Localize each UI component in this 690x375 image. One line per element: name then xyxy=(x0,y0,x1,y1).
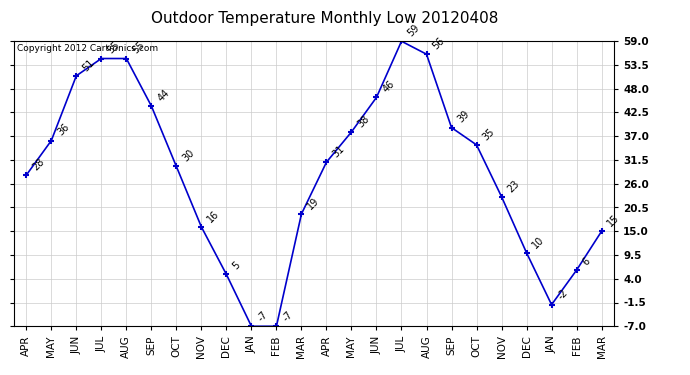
Text: -7: -7 xyxy=(255,309,270,324)
Text: 16: 16 xyxy=(206,209,221,224)
Text: 6: 6 xyxy=(581,256,592,267)
Text: 38: 38 xyxy=(355,113,371,129)
Text: 51: 51 xyxy=(81,57,97,73)
Text: 10: 10 xyxy=(531,234,546,250)
Text: 19: 19 xyxy=(306,195,322,211)
Text: 56: 56 xyxy=(431,36,446,51)
Text: -2: -2 xyxy=(555,288,570,302)
Text: 30: 30 xyxy=(181,148,196,164)
Text: 44: 44 xyxy=(155,87,171,103)
Text: 35: 35 xyxy=(481,126,497,142)
Text: 46: 46 xyxy=(381,79,396,94)
Text: 23: 23 xyxy=(506,178,522,194)
Text: 55: 55 xyxy=(130,40,146,56)
Text: 55: 55 xyxy=(106,40,121,56)
Text: 31: 31 xyxy=(331,144,346,159)
Text: 28: 28 xyxy=(30,156,46,172)
Text: 39: 39 xyxy=(455,109,471,125)
Text: 36: 36 xyxy=(55,122,71,138)
Text: Copyright 2012 Cartronics.com: Copyright 2012 Cartronics.com xyxy=(17,44,158,53)
Text: 15: 15 xyxy=(606,213,622,228)
Text: Outdoor Temperature Monthly Low 20120408: Outdoor Temperature Monthly Low 20120408 xyxy=(150,11,498,26)
Text: -7: -7 xyxy=(281,309,295,324)
Text: 5: 5 xyxy=(230,260,242,272)
Text: 59: 59 xyxy=(406,22,422,39)
